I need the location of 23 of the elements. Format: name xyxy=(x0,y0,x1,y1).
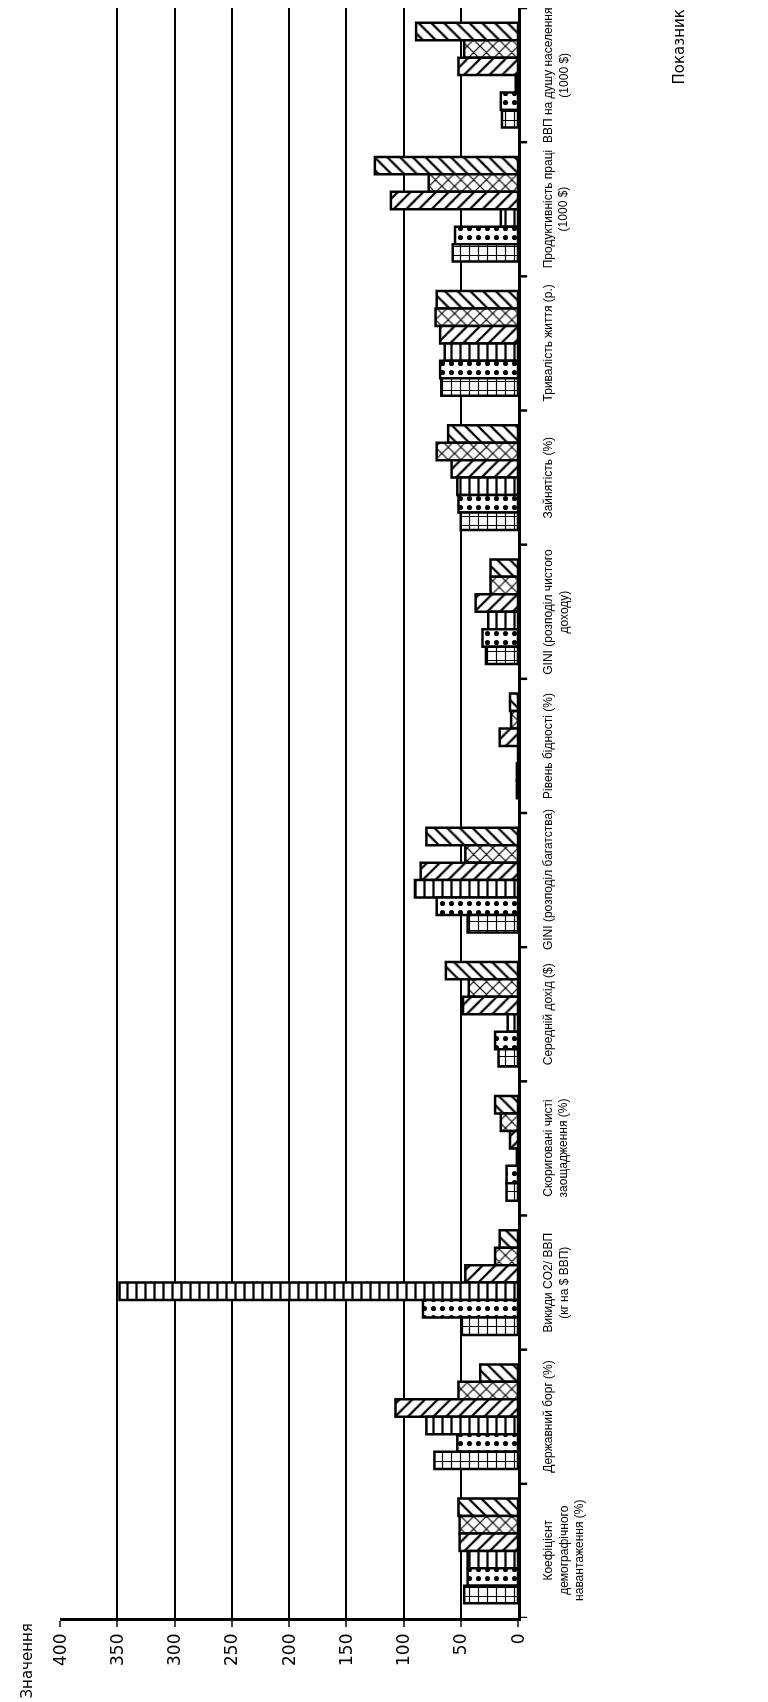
y-tick-label: Скориговані чисті заощадження (%) xyxy=(540,1098,571,1198)
x-tick-label: 250 xyxy=(221,1633,242,1666)
y-tick-label: Продуктивність праці (1000 $) xyxy=(540,149,571,269)
text: Значення xyxy=(17,1623,36,1699)
y-tick-label: Викиди CO2/ ВВП (кг на $ ВВП) xyxy=(541,1232,572,1333)
x-tick-label: 100 xyxy=(393,1633,414,1666)
x-tick-label: 0 xyxy=(507,1633,528,1645)
y-tick-label: Рівень бідності (%) xyxy=(541,693,556,799)
x-tick-label: 400 xyxy=(49,1633,70,1666)
x-tick-label: 50 xyxy=(450,1633,471,1656)
x-tick-label: 350 xyxy=(106,1633,127,1666)
x-tick-label: 200 xyxy=(278,1633,299,1666)
x-tick-label: 300 xyxy=(164,1633,185,1666)
y-tick-label: Коефіцієнт демографічного навантаження (%) xyxy=(541,1499,587,1601)
text: Показник xyxy=(669,9,688,85)
y-tick-label: Державний борг (%) xyxy=(541,1360,556,1473)
x-tick-label: 150 xyxy=(335,1633,356,1666)
y-tick-label: Зайнятість (%) xyxy=(541,436,556,519)
y-tick-label: GINI (розподіл багатства) xyxy=(540,808,555,951)
y-tick-label: ВВП на душу населення (1000 $) xyxy=(540,7,571,144)
y-tick-label: Тривалість життя (р.) xyxy=(540,284,555,402)
y-tick-label: GINI (розподіл чистого доходу) xyxy=(541,549,571,675)
y-tick-label: Середній дохід ($) xyxy=(540,963,555,1066)
